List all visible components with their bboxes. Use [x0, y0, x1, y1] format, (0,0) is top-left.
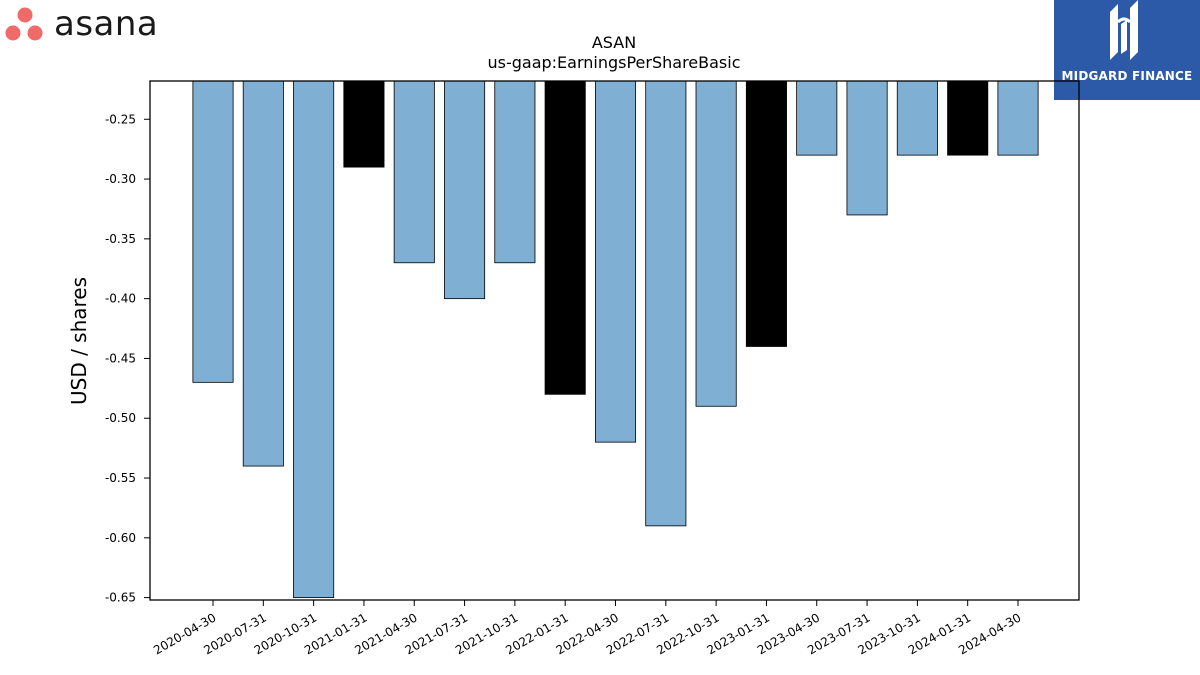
bar-2021-04-30 [393, 80, 435, 264]
chart-subtitle: us-gaap:EarningsPerShareBasic [487, 53, 740, 72]
bar-2023-01-31 [745, 80, 787, 347]
asana-wordmark: asana [54, 4, 159, 44]
midgard-emblem-icon [1110, 0, 1138, 60]
midgard-wordmark: MIDGARD FINANCE [1061, 69, 1193, 83]
y-axis-label: USD / shares [67, 277, 91, 405]
bar-2024-01-31 [947, 80, 989, 156]
bars-group [192, 80, 1039, 599]
bar-2021-01-31 [343, 80, 385, 168]
y-tick-label: -0.50 [105, 411, 136, 425]
bar-2023-07-31 [846, 80, 888, 216]
midgard-finance-logo: MIDGARD FINANCE [1054, 0, 1200, 100]
y-axis-ticks: -0.25 -0.30 -0.35 -0.40 -0.45 -0.50 -0.55 -0.60… [105, 112, 150, 605]
asana-logo: asana [4, 4, 158, 44]
bar-2021-10-31 [494, 80, 536, 264]
bar-2020-04-30 [192, 80, 234, 383]
y-tick-label: -0.35 [105, 232, 136, 246]
bar-2023-10-31 [896, 80, 938, 156]
three-dots-icon [5, 7, 43, 41]
bar-2024-04-30 [997, 80, 1039, 156]
bar-2022-01-31 [544, 80, 586, 395]
bar-2020-07-31 [242, 80, 284, 467]
y-tick-label: -0.55 [105, 471, 136, 485]
y-tick-label: -0.40 [105, 292, 136, 306]
bar-2022-10-31 [695, 80, 737, 407]
bar-2021-07-31 [444, 80, 486, 300]
bar-2023-04-30 [796, 80, 838, 156]
chart-title: ASAN [592, 33, 636, 52]
y-tick-label: -0.30 [105, 172, 136, 186]
bar-2022-07-31 [645, 80, 687, 527]
bar-2022-04-30 [594, 80, 637, 443]
y-tick-label: -0.60 [105, 531, 136, 545]
x-axis-ticks: 2020-04-302020-07-312020-10-312021-01-31… [151, 600, 1024, 657]
y-tick-label: -0.65 [105, 591, 136, 605]
bar-2020-10-31 [293, 80, 335, 599]
y-tick-label: -0.45 [105, 351, 136, 365]
plot-frame [149, 80, 1080, 601]
y-tick-label: -0.25 [105, 112, 136, 126]
